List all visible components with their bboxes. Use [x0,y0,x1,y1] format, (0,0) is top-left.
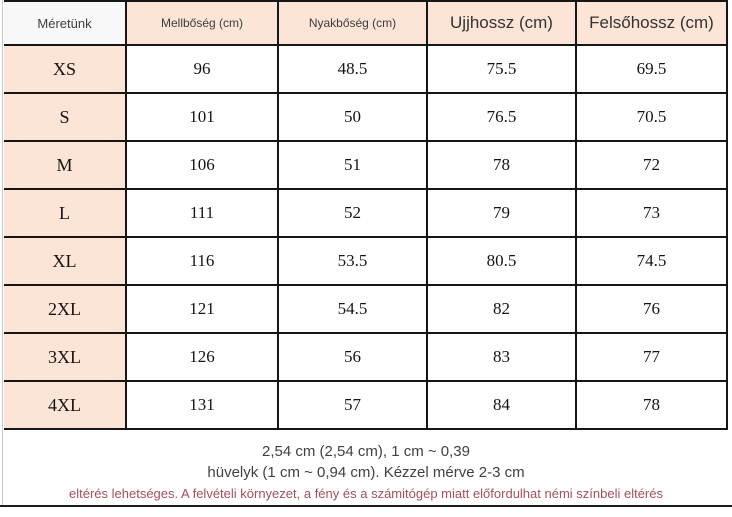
value-cell: 131 [125,380,279,430]
value-cell: 72 [575,140,728,190]
size-cell: XS [4,44,127,94]
value-cell: 70.5 [575,92,728,142]
table-row: XL 116 53.5 80.5 74.5 [4,236,728,286]
column-header-chest: Mellbőség (cm) [125,0,279,46]
value-cell: 52 [277,188,428,238]
value-cell: 69.5 [575,44,728,94]
value-cell: 76 [575,284,728,334]
color-difference-disclaimer: eltérés lehetséges. A felvételi környeze… [69,486,663,501]
value-cell: 54.5 [277,284,428,334]
size-cell: S [4,92,127,142]
value-cell: 80.5 [426,236,577,286]
value-cell: 79 [426,188,577,238]
note-line-1: 2,54 cm (2,54 cm), 1 cm ~ 0,39 [261,443,470,460]
size-cell: M [4,140,127,190]
size-cell: 3XL [4,332,127,382]
value-cell: 96 [125,44,279,94]
size-table-header: Méretünk Mellbőség (cm) Nyakbőség (cm) U… [4,0,728,46]
table-row: XS 96 48.5 75.5 69.5 [4,44,728,94]
value-cell: 83 [426,332,577,382]
value-cell: 116 [125,236,279,286]
column-header-size: Méretünk [4,0,127,46]
value-cell: 84 [426,380,577,430]
value-cell: 101 [125,92,279,142]
table-row: 2XL 121 54.5 82 76 [4,284,728,334]
size-cell: XL [4,236,127,286]
column-header-neck: Nyakbőség (cm) [277,0,428,46]
size-cell: 2XL [4,284,127,334]
table-row: L 111 52 79 73 [4,188,728,238]
value-cell: 51 [277,140,428,190]
table-row: S 101 50 76.5 70.5 [4,92,728,142]
size-chart-table: Méretünk Mellbőség (cm) Nyakbőség (cm) U… [4,0,728,430]
value-cell: 111 [125,188,279,238]
value-cell: 82 [426,284,577,334]
value-cell: 74.5 [575,236,728,286]
bottom-divider [0,505,732,507]
note-line-2: hüvelyk (1 cm ~ 0,94 cm). Kézzel mérve 2… [207,464,525,481]
table-row: 4XL 131 57 84 78 [4,380,728,430]
value-cell: 73 [575,188,728,238]
column-header-sleeve: Ujjhossz (cm) [426,0,577,46]
value-cell: 50 [277,92,428,142]
value-cell: 121 [125,284,279,334]
header-row: Méretünk Mellbőség (cm) Nyakbőség (cm) U… [4,0,728,46]
value-cell: 75.5 [426,44,577,94]
value-cell: 77 [575,332,728,382]
measurement-notes: 2,54 cm (2,54 cm), 1 cm ~ 0,39 hüvelyk (… [0,441,732,502]
table-row: M 106 51 78 72 [4,140,728,190]
value-cell: 57 [277,380,428,430]
value-cell: 126 [125,332,279,382]
table-row: 3XL 126 56 83 77 [4,332,728,382]
value-cell: 78 [575,380,728,430]
size-cell: 4XL [4,380,127,430]
value-cell: 56 [277,332,428,382]
value-cell: 78 [426,140,577,190]
value-cell: 53.5 [277,236,428,286]
value-cell: 48.5 [277,44,428,94]
size-table-body: XS 96 48.5 75.5 69.5 S 101 50 76.5 70.5 M 106 51 78 72… [4,44,728,430]
value-cell: 76.5 [426,92,577,142]
value-cell: 106 [125,140,279,190]
size-cell: L [4,188,127,238]
left-edge-hairline [2,0,3,506]
column-header-length: Felsőhossz (cm) [575,0,728,46]
